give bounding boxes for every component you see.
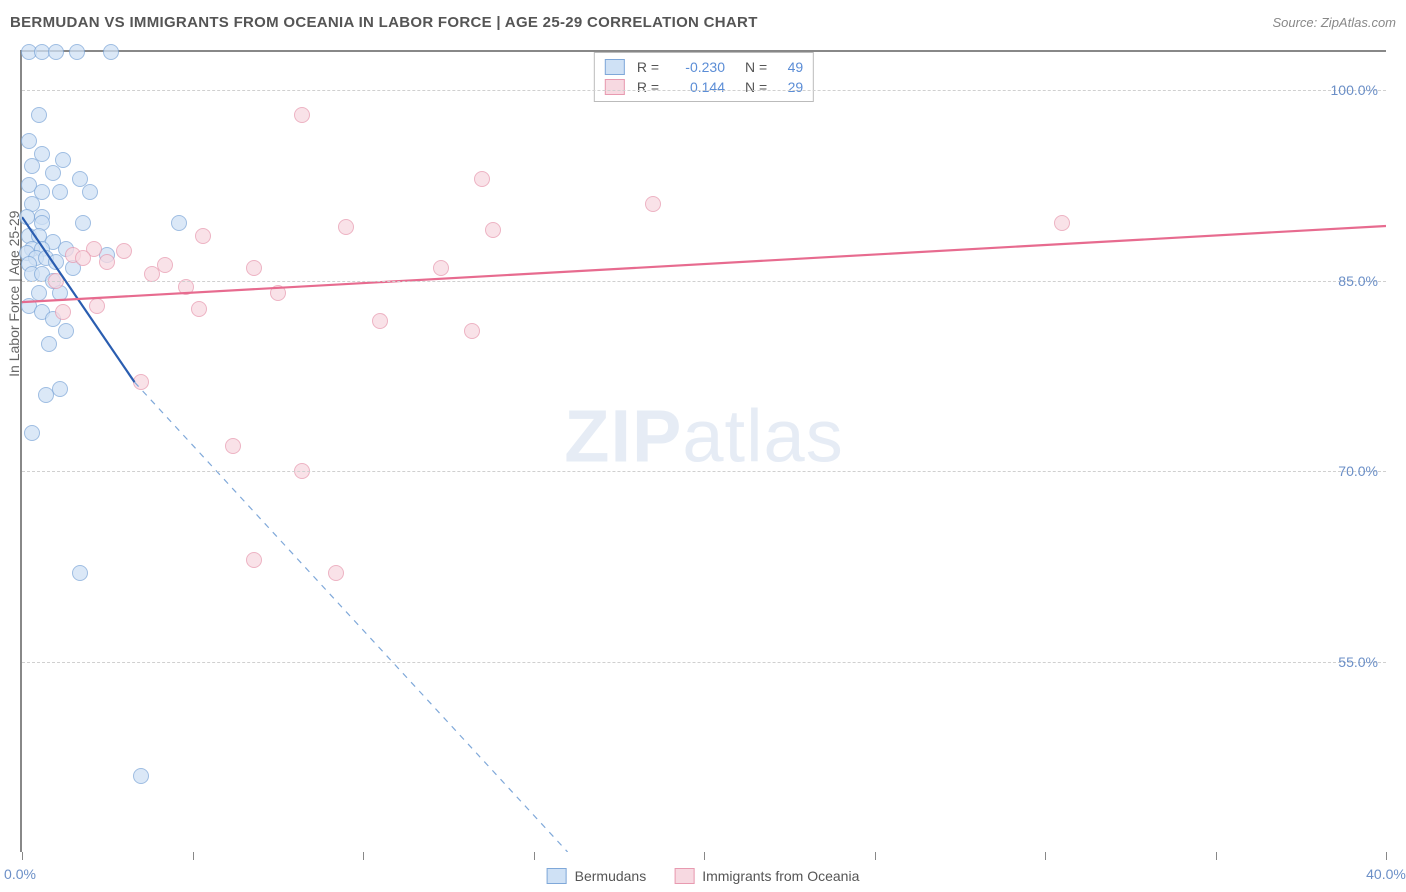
x-tick-label: 0.0% <box>4 866 36 882</box>
data-point <box>89 298 105 314</box>
data-point <box>433 260 449 276</box>
data-point <box>116 243 132 259</box>
x-tick <box>1386 852 1387 860</box>
chart-header: BERMUDAN VS IMMIGRANTS FROM OCEANIA IN L… <box>10 10 1396 34</box>
y-axis-label: In Labor Force | Age 25-29 <box>6 211 22 377</box>
gridline <box>22 662 1386 663</box>
x-tick <box>363 852 364 860</box>
data-point <box>24 425 40 441</box>
data-point <box>133 768 149 784</box>
data-point <box>171 215 187 231</box>
x-tick <box>22 852 23 860</box>
legend-n-label: N = <box>745 79 767 95</box>
legend-item: Bermudans <box>547 868 647 884</box>
legend-n-value: 29 <box>775 79 803 95</box>
data-point <box>246 552 262 568</box>
data-point <box>372 313 388 329</box>
legend-bottom: Bermudans Immigrants from Oceania <box>547 868 860 884</box>
data-point <box>24 158 40 174</box>
chart-container: In Labor Force | Age 25-29 ZIPatlas R = … <box>20 50 1386 852</box>
data-point <box>246 260 262 276</box>
data-point <box>1054 215 1070 231</box>
data-point <box>294 107 310 123</box>
data-point <box>464 323 480 339</box>
legend-r-label: R = <box>637 59 659 75</box>
gridline <box>22 281 1386 282</box>
data-point <box>195 228 211 244</box>
legend-n-value: 49 <box>775 59 803 75</box>
data-point <box>133 374 149 390</box>
data-point <box>52 381 68 397</box>
x-tick-label: 40.0% <box>1366 866 1406 882</box>
legend-swatch <box>605 59 625 75</box>
legend-swatch <box>674 868 694 884</box>
data-point <box>82 184 98 200</box>
data-point <box>48 44 64 60</box>
data-point <box>75 250 91 266</box>
data-point <box>52 184 68 200</box>
gridline <box>22 471 1386 472</box>
data-point <box>328 565 344 581</box>
y-tick-label: 55.0% <box>1338 654 1378 670</box>
data-point <box>270 285 286 301</box>
chart-title: BERMUDAN VS IMMIGRANTS FROM OCEANIA IN L… <box>10 14 758 31</box>
data-point <box>75 215 91 231</box>
x-tick <box>1216 852 1217 860</box>
y-tick-label: 85.0% <box>1338 273 1378 289</box>
x-tick <box>1045 852 1046 860</box>
legend-item: Immigrants from Oceania <box>674 868 859 884</box>
data-point <box>69 44 85 60</box>
x-tick <box>875 852 876 860</box>
data-point <box>48 254 64 270</box>
data-point <box>41 336 57 352</box>
gridline <box>22 90 1386 91</box>
y-tick-label: 100.0% <box>1331 82 1378 98</box>
data-point <box>191 301 207 317</box>
legend-r-label: R = <box>637 79 659 95</box>
legend-label: Immigrants from Oceania <box>702 868 859 884</box>
data-point <box>38 387 54 403</box>
legend-r-value: -0.230 <box>667 59 725 75</box>
x-tick <box>193 852 194 860</box>
legend-swatch <box>605 79 625 95</box>
data-point <box>645 196 661 212</box>
x-tick <box>534 852 535 860</box>
data-point <box>338 219 354 235</box>
legend-swatch <box>547 868 567 884</box>
legend-r-value: 0.144 <box>667 79 725 95</box>
data-point <box>99 254 115 270</box>
data-point <box>55 304 71 320</box>
data-point <box>103 44 119 60</box>
legend-label: Bermudans <box>575 868 647 884</box>
data-point <box>19 209 35 225</box>
chart-source: Source: ZipAtlas.com <box>1272 15 1396 30</box>
x-tick <box>704 852 705 860</box>
y-tick-label: 70.0% <box>1338 463 1378 479</box>
data-point <box>45 165 61 181</box>
data-point <box>72 565 88 581</box>
data-point <box>225 438 241 454</box>
legend-top: R = -0.230 N = 49 R = 0.144 N = 29 <box>594 52 814 102</box>
legend-n-label: N = <box>745 59 767 75</box>
data-point <box>157 257 173 273</box>
plot-area <box>22 52 1386 852</box>
data-point <box>485 222 501 238</box>
data-point <box>31 107 47 123</box>
legend-row: R = -0.230 N = 49 <box>605 57 803 77</box>
data-point <box>474 171 490 187</box>
data-point <box>21 133 37 149</box>
legend-row: R = 0.144 N = 29 <box>605 77 803 97</box>
data-point <box>58 323 74 339</box>
